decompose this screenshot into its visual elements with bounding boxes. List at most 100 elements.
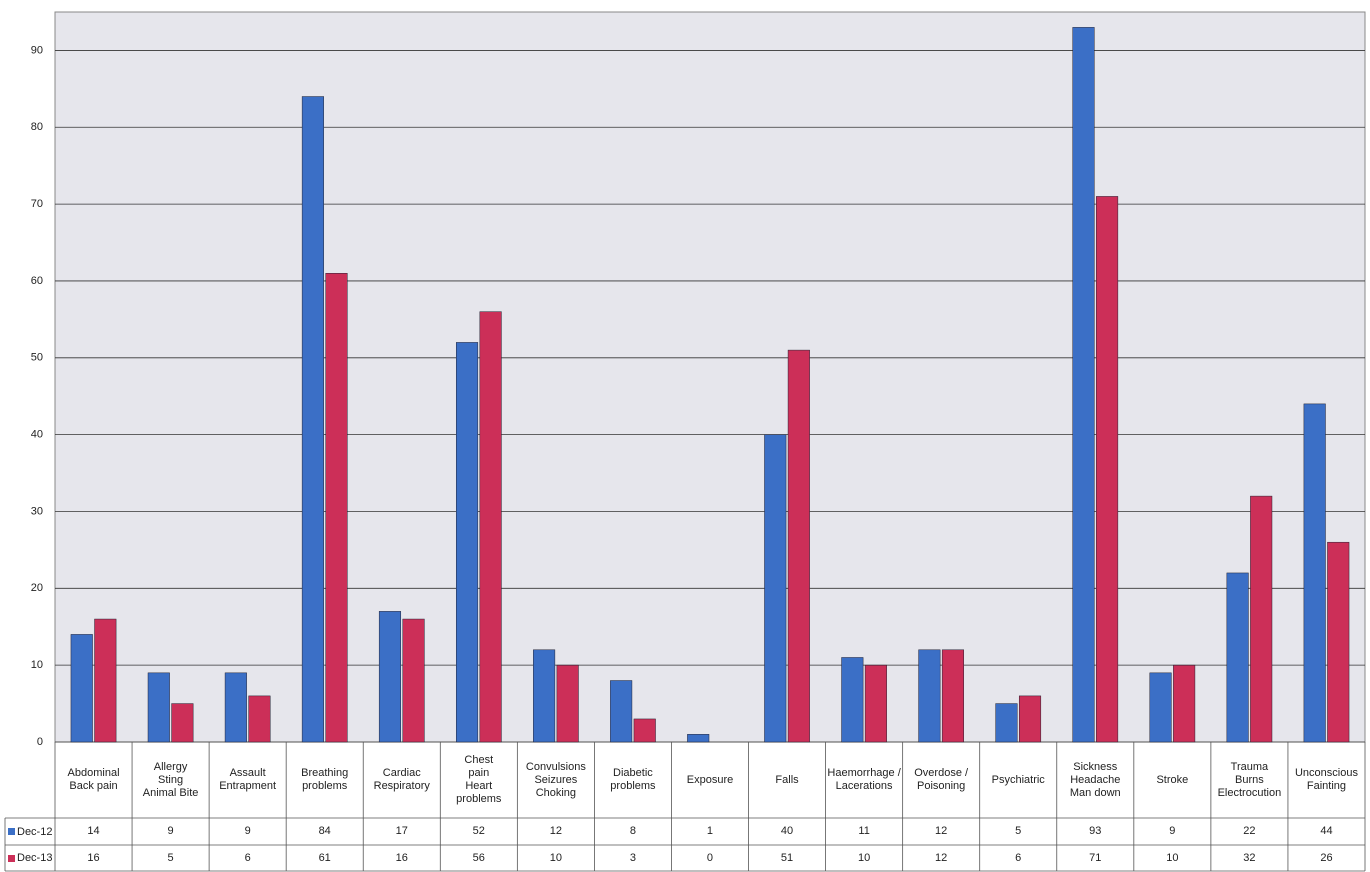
table-value: 12	[935, 851, 948, 864]
bar	[224, 672, 247, 743]
legend-label: Dec-13	[17, 852, 53, 864]
table-value: 22	[1243, 825, 1256, 837]
table-value: 8	[629, 825, 636, 837]
table-value: 44	[1320, 825, 1333, 837]
y-tick-label: 60	[31, 275, 43, 287]
table-value: 71	[1089, 851, 1102, 864]
table-value: 93	[1089, 825, 1102, 837]
bar	[841, 657, 864, 743]
table-value: 52	[472, 825, 485, 837]
table-value: 0	[706, 851, 714, 864]
y-tick-label: 50	[31, 352, 43, 364]
table-value: 9	[1169, 825, 1176, 837]
bar	[864, 664, 887, 743]
y-tick-label: 80	[31, 121, 43, 133]
table-value: 9	[244, 825, 251, 837]
bar	[764, 434, 787, 743]
bar	[94, 618, 117, 743]
legend-label: Dec-12	[17, 825, 53, 838]
bar	[1250, 495, 1273, 743]
table-value: 10	[549, 851, 562, 864]
table-value: 6	[1015, 851, 1022, 864]
table-value: 12	[935, 825, 948, 837]
bar	[687, 734, 710, 743]
bar	[1327, 541, 1350, 743]
legend-entry: Dec-12	[5, 818, 55, 845]
bar	[301, 96, 324, 743]
table-value: 5	[1015, 825, 1022, 837]
table-value: 5	[167, 851, 174, 864]
category-label: Unconscious Fainting	[1294, 767, 1358, 792]
table-value: 9	[167, 825, 174, 837]
bar	[1096, 196, 1119, 743]
category-label: Trauma Burns Electrocution	[1217, 760, 1282, 799]
table-value: 14	[87, 825, 100, 837]
bar	[1303, 403, 1326, 743]
table-value: 17	[395, 825, 408, 837]
bar	[171, 703, 194, 743]
bar	[378, 611, 402, 743]
y-tick-label: 90	[31, 44, 43, 56]
bar	[995, 703, 1018, 743]
bar	[325, 273, 348, 743]
table-value: 10	[857, 851, 871, 864]
bar	[1149, 672, 1172, 743]
y-tick-label: 10	[31, 659, 43, 671]
bar	[941, 649, 965, 743]
table-value: 32	[1243, 851, 1256, 864]
y-tick-label: 40	[31, 429, 43, 441]
bar	[479, 311, 502, 743]
category-label: Breathing problems	[301, 767, 349, 792]
bar	[70, 634, 93, 743]
bar	[248, 695, 271, 743]
category-label: Diabetic problems	[610, 767, 656, 792]
y-tick-label: 20	[31, 582, 43, 594]
table-value: 26	[1320, 851, 1333, 864]
bar	[610, 680, 633, 743]
category-label: Exposure	[686, 773, 734, 786]
category-label: Falls	[775, 773, 799, 786]
category-label: Overdose / Poisoning	[914, 767, 969, 792]
table-value: 10	[1166, 851, 1179, 864]
category-label: Assault Entrapment	[219, 767, 277, 792]
table-value: 16	[395, 851, 408, 864]
y-tick-label: 0	[37, 736, 43, 748]
table-value: 51	[780, 851, 794, 864]
bar	[787, 349, 810, 743]
legend-swatch	[8, 854, 15, 862]
table-value: 11	[858, 825, 870, 837]
table-value: 61	[318, 851, 331, 864]
table-value: 40	[780, 825, 794, 837]
legend-entry: Dec-13	[5, 845, 55, 871]
category-label: Convulsions Seizures Choking	[525, 760, 586, 799]
category-label: Stroke	[1156, 773, 1189, 786]
category-label: Haemorrhage / Lacerations	[827, 767, 901, 792]
bar	[918, 649, 941, 743]
bar	[533, 649, 556, 743]
table-value: 3	[629, 851, 636, 864]
bar	[556, 664, 579, 743]
table-value: 12	[549, 825, 562, 837]
category-label: Abdominal Back pain	[67, 767, 120, 792]
y-tick-label: 70	[31, 198, 43, 210]
table-value: 84	[318, 825, 331, 837]
table-value: 56	[472, 851, 485, 864]
category-label: Chest pain Heart problems	[456, 754, 502, 805]
bar	[455, 342, 479, 743]
table-value: 6	[244, 851, 251, 864]
plot-area	[54, 11, 1366, 743]
bar	[633, 718, 656, 743]
bar	[1072, 27, 1095, 743]
category-label: Allergy Sting Animal Bite	[142, 760, 199, 799]
bar	[1018, 695, 1042, 743]
table-value: 16	[87, 851, 100, 864]
legend-swatch	[8, 828, 15, 835]
y-tick-label: 30	[31, 505, 43, 517]
bar	[402, 618, 425, 743]
bar	[147, 672, 170, 743]
table-value: 1	[706, 825, 714, 837]
category-label: Psychiatric	[991, 773, 1045, 786]
bar	[1173, 664, 1196, 743]
